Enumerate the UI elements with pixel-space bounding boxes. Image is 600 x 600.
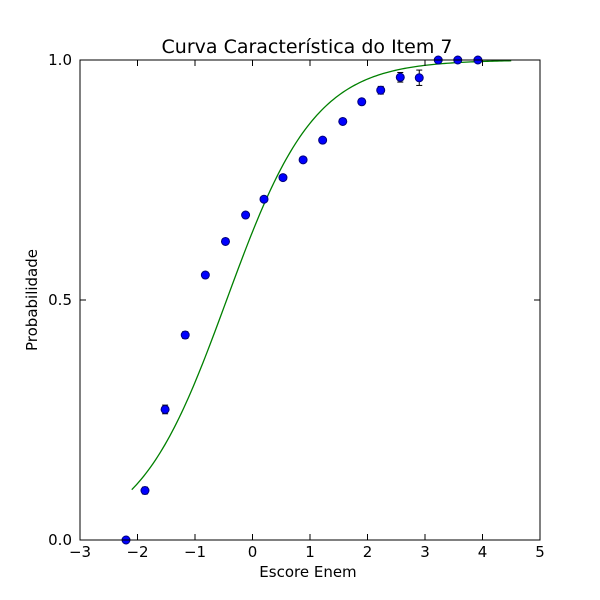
data-point-7 <box>259 194 269 204</box>
x-tick-label-2: −1 <box>184 543 206 561</box>
fitted-curve-layer <box>131 60 512 491</box>
y-tick-label-2: 1.0 <box>48 51 72 69</box>
data-point-12 <box>357 97 367 107</box>
x-tick-label-0: −3 <box>69 543 91 561</box>
y-axis-label: Probabilidade <box>23 249 41 351</box>
x-tick-label-7: 4 <box>478 543 488 561</box>
data-points-layer <box>121 55 483 545</box>
data-point-4 <box>200 270 210 280</box>
chart-title: Curva Característica do Item 7 <box>162 36 453 58</box>
y-axis-ticks: 0.0 0.5 1.0 <box>48 51 540 549</box>
data-point-8 <box>278 173 288 183</box>
plot-frame <box>79 59 541 541</box>
data-point-14 <box>395 72 405 82</box>
data-point-3 <box>180 330 190 340</box>
y-tick-label-0: 0.0 <box>48 531 72 549</box>
fitted-curve <box>131 60 512 491</box>
data-point-2 <box>160 404 170 414</box>
x-tick-label-3: 0 <box>248 543 258 561</box>
data-point-1 <box>140 486 150 496</box>
data-point-5 <box>220 236 230 246</box>
data-point-13 <box>376 85 386 95</box>
data-point-6 <box>241 210 251 220</box>
data-point-11 <box>338 116 348 126</box>
data-point-9 <box>298 155 308 165</box>
x-tick-label-1: −2 <box>126 543 148 561</box>
x-tick-label-8: 5 <box>535 543 545 561</box>
x-axis-label: Escore Enem <box>259 563 356 581</box>
plot-area <box>79 55 541 545</box>
y-tick-label-1: 0.5 <box>48 291 72 309</box>
x-tick-label-4: 1 <box>305 543 315 561</box>
x-axis-ticks: −3 −2 −1 0 1 2 3 4 5 <box>69 60 545 561</box>
x-tick-label-6: 3 <box>420 543 430 561</box>
x-tick-label-5: 2 <box>363 543 373 561</box>
data-point-10 <box>318 135 328 145</box>
data-point-15 <box>414 73 424 83</box>
